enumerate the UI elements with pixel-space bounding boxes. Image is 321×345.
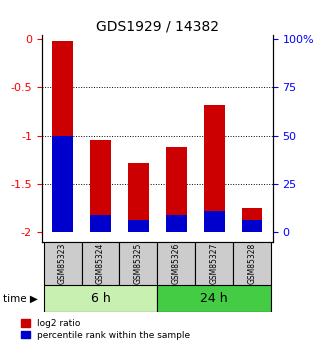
Bar [204, 105, 225, 232]
Bar [204, 211, 225, 232]
Bar [128, 220, 149, 232]
Text: time ▶: time ▶ [3, 294, 38, 303]
Bar [195, 241, 233, 285]
Text: 6 h: 6 h [91, 292, 110, 305]
Bar [119, 241, 157, 285]
Legend: log2 ratio, percentile rank within the sample: log2 ratio, percentile rank within the s… [21, 319, 190, 340]
Bar [128, 162, 149, 232]
Text: GSM85325: GSM85325 [134, 243, 143, 284]
Bar [44, 241, 82, 285]
Bar [44, 285, 157, 312]
Bar [90, 215, 111, 232]
Text: GSM85326: GSM85326 [172, 243, 181, 284]
Bar [233, 241, 271, 285]
Text: GSM85327: GSM85327 [210, 243, 219, 284]
Text: GSM85328: GSM85328 [247, 243, 256, 284]
Bar [242, 208, 263, 232]
Bar [90, 140, 111, 232]
Text: GSM85323: GSM85323 [58, 243, 67, 284]
Title: GDS1929 / 14382: GDS1929 / 14382 [96, 19, 219, 33]
Bar [82, 241, 119, 285]
Bar [166, 147, 187, 232]
Bar [52, 41, 73, 232]
Bar [157, 285, 271, 312]
Bar [52, 136, 73, 232]
Bar [166, 215, 187, 232]
Bar [242, 220, 263, 232]
Text: 24 h: 24 h [200, 292, 228, 305]
Bar [157, 241, 195, 285]
Text: GSM85324: GSM85324 [96, 243, 105, 284]
